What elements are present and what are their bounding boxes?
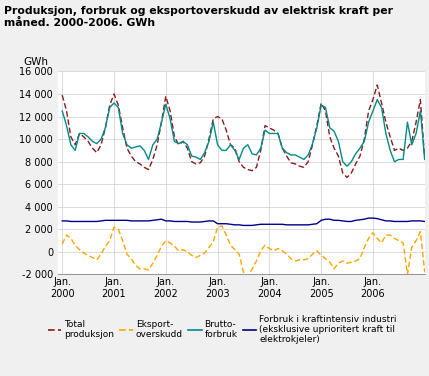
Text: Produksjon, forbruk og eksportoverskudd av elektrisk kraft per
måned. 2000-2006.: Produksjon, forbruk og eksportoverskudd … (4, 6, 393, 28)
Text: GWh: GWh (23, 58, 48, 67)
Legend: Total
produksjon, Eksport-
overskudd, Brutto-
forbruk, Forbruk i kraftintensiv i: Total produksjon, Eksport- overskudd, Br… (48, 315, 397, 344)
